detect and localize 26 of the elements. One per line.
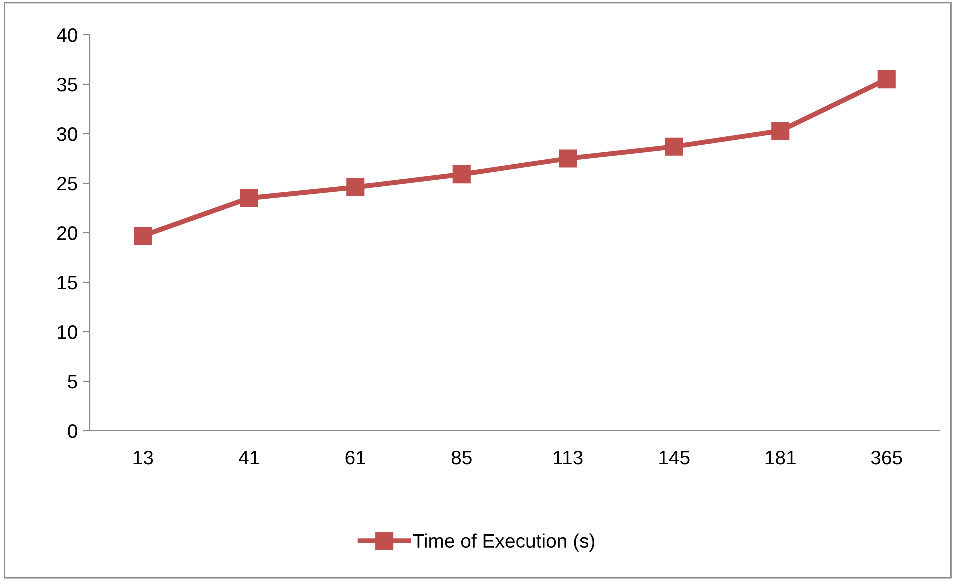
y-tick-label: 40 [57, 28, 78, 42]
x-tick-label: 365 [871, 450, 902, 465]
point [346, 178, 365, 196]
y-tick-label: 5 [68, 375, 78, 389]
x-tick-label: 113 [554, 450, 583, 465]
x-tick-label: 41 [239, 451, 260, 465]
x-tick-label: 61 [346, 450, 366, 465]
x-tick-label: 13 [134, 450, 154, 465]
x-tick-label: 85 [452, 450, 472, 465]
y-tick-label: 10 [58, 325, 78, 340]
point [240, 189, 258, 208]
y-tick-label: 25 [58, 176, 78, 191]
point [134, 226, 152, 245]
y-tick-label: 30 [57, 127, 78, 142]
point [665, 138, 684, 156]
y-tick-label: 20 [58, 226, 78, 240]
y-tick-label: 0 [68, 424, 78, 438]
x-tick-label: 181 [766, 450, 796, 465]
point [772, 122, 790, 140]
point [878, 70, 896, 89]
x-tick-label: 145 [660, 451, 690, 465]
point [452, 166, 471, 184]
point [559, 150, 578, 168]
legend-label: Time of Execution (s) [413, 534, 595, 552]
y-tick-label: 15 [58, 276, 78, 290]
y-tick-label: 35 [57, 78, 78, 92]
